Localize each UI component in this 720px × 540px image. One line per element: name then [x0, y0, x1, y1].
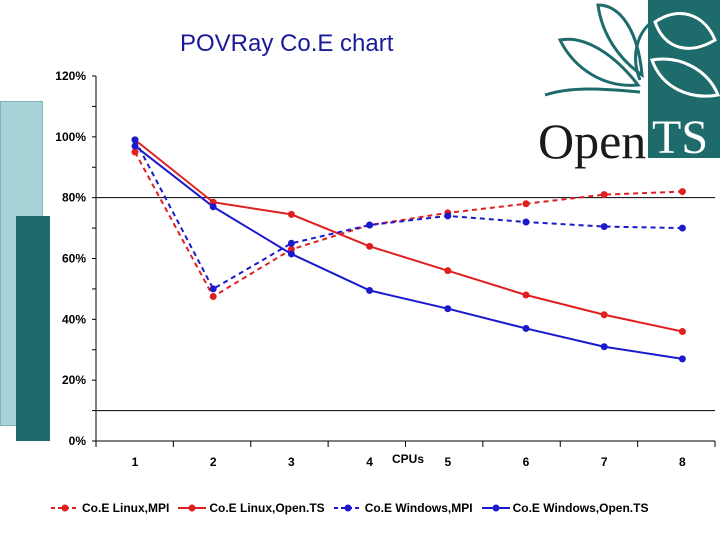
legend-swatch	[51, 504, 79, 512]
decorative-bar-dark	[16, 216, 50, 441]
chart-title: POVRay Co.E chart	[180, 30, 394, 57]
x-tick-label: 4	[366, 455, 373, 469]
y-axis-ticks: 0% 20% 40% 60% 80% 100% 120%	[55, 69, 96, 448]
leaf-icon	[544, 3, 656, 97]
data-point	[600, 223, 608, 231]
logo-text-open: Open	[538, 113, 646, 169]
legend-label: Co.E Linux,MPI	[82, 501, 170, 515]
legend-item: Co.E Linux,MPI	[50, 501, 169, 515]
series-line	[134, 139, 683, 291]
legend-swatch	[178, 504, 207, 512]
series-line	[134, 145, 683, 360]
legend-item: Co.E Windows,Open.TS	[481, 501, 649, 515]
leaf-icon-white	[649, 12, 720, 98]
y-tick-label: 100%	[55, 130, 86, 144]
data-point	[678, 188, 686, 196]
y-tick-label: 40%	[62, 312, 86, 326]
data-point	[287, 250, 295, 258]
data-point	[366, 242, 374, 250]
data-point	[600, 311, 608, 319]
data-point	[444, 212, 452, 220]
legend-label: Co.E Windows,MPI	[364, 501, 473, 515]
data-point	[678, 355, 686, 363]
data-point	[522, 200, 530, 208]
data-point	[287, 239, 295, 247]
legend-item: Co.E Linux,Open.TS	[177, 501, 325, 515]
series-lines	[134, 139, 683, 360]
legend-label: Co.E Linux,Open.TS	[209, 501, 325, 515]
data-point	[522, 291, 530, 299]
x-axis-label: CPUs	[392, 452, 424, 466]
series-line	[134, 151, 683, 298]
x-axis-ticks: 1 2 3 4 5 6 7 8	[95, 441, 716, 469]
logo-text-ts: TS	[652, 111, 708, 164]
legend-swatch	[481, 504, 510, 512]
x-tick-label: 3	[288, 455, 295, 469]
opents-logo: Open TS	[538, 0, 720, 169]
data-point	[600, 191, 608, 199]
data-point	[522, 324, 530, 332]
x-tick-label: 1	[132, 455, 139, 469]
data-point	[366, 221, 374, 229]
data-point	[366, 286, 374, 294]
chart-legend: Co.E Linux,MPI Co.E Linux,Open.TS Co.E Win…	[50, 497, 710, 519]
y-tick-label: 80%	[62, 191, 86, 205]
data-point	[131, 148, 139, 156]
series-points	[131, 136, 686, 363]
data-point	[131, 142, 139, 150]
x-tick-label: 6	[523, 455, 530, 469]
x-tick-label: 8	[679, 455, 686, 469]
x-tick-label: 5	[444, 455, 451, 469]
data-point	[678, 328, 686, 335]
data-point	[131, 136, 139, 144]
data-point	[444, 305, 452, 313]
data-point	[444, 267, 452, 275]
y-tick-label: 120%	[55, 69, 86, 83]
x-tick-label: 2	[210, 455, 217, 469]
legend-item: Co.E Windows,MPI	[333, 501, 473, 515]
legend-swatch	[333, 504, 362, 512]
y-tick-label: 0%	[69, 434, 87, 448]
data-point	[209, 293, 217, 301]
data-point	[209, 203, 217, 211]
data-point	[287, 210, 295, 218]
data-point	[678, 224, 686, 232]
legend-label: Co.E Windows,Open.TS	[512, 501, 649, 515]
series-line	[134, 139, 683, 333]
data-point	[522, 218, 530, 226]
x-tick-label: 7	[601, 455, 608, 469]
data-point	[209, 285, 217, 293]
data-point	[600, 343, 608, 351]
y-tick-label: 60%	[62, 252, 86, 266]
y-tick-label: 20%	[62, 373, 86, 387]
